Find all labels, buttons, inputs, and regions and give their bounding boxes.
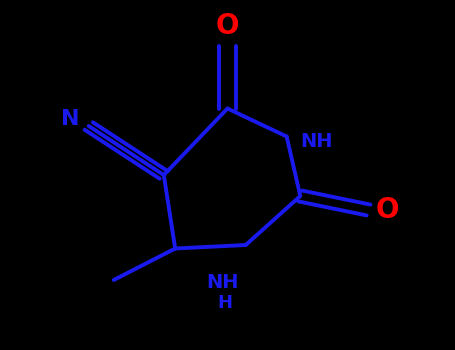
Text: NH: NH	[300, 132, 333, 151]
Text: O: O	[375, 196, 399, 224]
Text: O: O	[216, 12, 239, 40]
Text: N: N	[61, 109, 80, 129]
Text: H: H	[218, 294, 233, 312]
Text: NH: NH	[207, 273, 239, 292]
